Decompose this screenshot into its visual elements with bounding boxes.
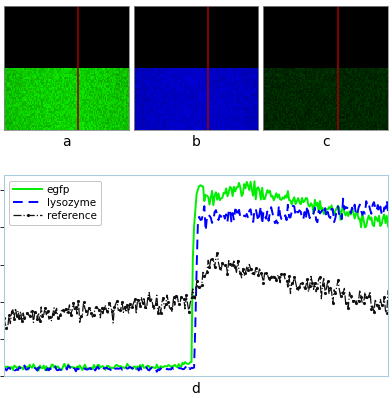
Legend: egfp, lysozyme, reference: egfp, lysozyme, reference [9,181,101,225]
lysozyme [386,209,390,214]
reference [239,275,244,280]
reference [328,286,333,291]
reference [2,316,6,320]
Line: lysozyme: lysozyme [4,199,388,372]
egfp [252,179,257,183]
egfp [36,368,41,373]
lysozyme [3,367,7,371]
egfp [238,185,243,190]
reference [233,264,238,269]
Line: egfp: egfp [4,181,388,371]
reference [352,298,357,303]
egfp [352,216,357,221]
egfp [328,207,333,211]
egfp [230,194,235,199]
lysozyme [2,366,6,371]
reference [386,288,390,293]
lysozyme [232,218,236,223]
X-axis label: b: b [192,135,200,150]
reference [4,325,9,330]
X-axis label: a: a [62,135,71,150]
egfp [2,362,6,367]
Line: reference: reference [2,251,390,329]
egfp [232,184,236,189]
egfp [386,224,390,229]
lysozyme [327,214,331,219]
reference [215,250,220,255]
egfp [3,365,7,370]
reference [3,322,7,326]
lysozyme [238,215,243,220]
X-axis label: d: d [192,382,200,396]
lysozyme [352,202,357,207]
X-axis label: c: c [322,135,330,150]
reference [232,259,236,263]
lysozyme [341,196,345,201]
lysozyme [109,370,114,375]
lysozyme [230,211,235,215]
